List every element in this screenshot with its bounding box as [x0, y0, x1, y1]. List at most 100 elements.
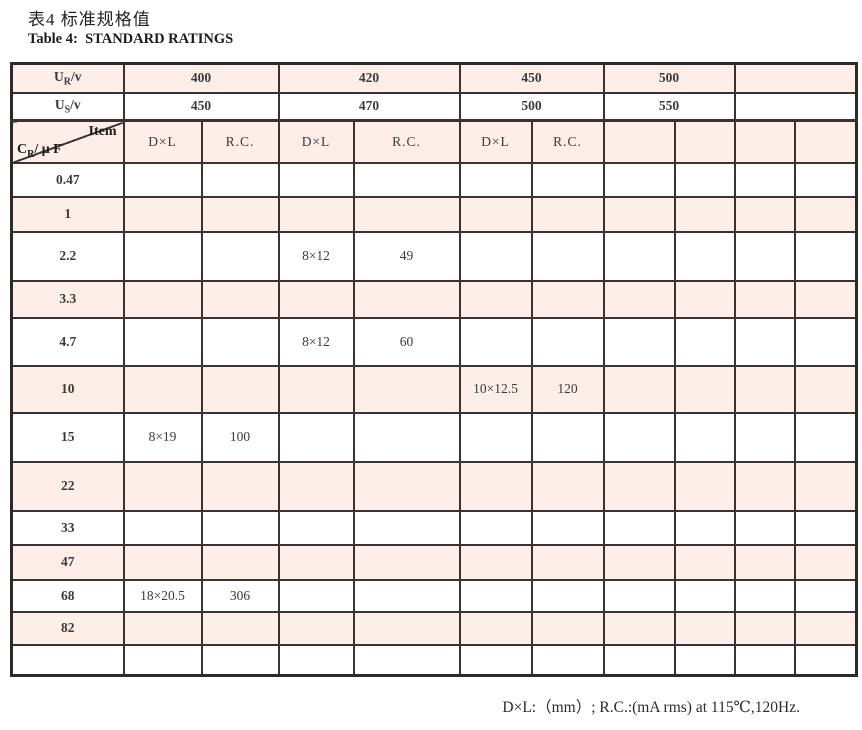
table-row: 4.7 8×12 60 [10, 316, 858, 367]
rating-cell [352, 364, 461, 414]
rating-cell: 120 [530, 364, 605, 414]
rating-cell [122, 509, 203, 546]
capacitance-value-label: 4.7 [10, 316, 125, 367]
rating-cell [458, 230, 533, 282]
capacitance-value-label: 3.3 [10, 279, 125, 319]
rating-cell [733, 279, 796, 319]
rating-cell [530, 460, 605, 512]
table-title-chinese: 表4 标准规格值 [28, 10, 151, 29]
rating-cell [122, 364, 203, 414]
rating-cell [530, 610, 605, 646]
rating-cell [673, 230, 736, 282]
rating-cell [200, 230, 280, 282]
rating-cell [458, 411, 533, 463]
rating-cell [673, 610, 736, 646]
rating-cell [673, 509, 736, 546]
rating-cell [458, 316, 533, 367]
rating-cell [602, 411, 676, 463]
rating-cell [602, 316, 676, 367]
rating-cell [673, 460, 736, 512]
rating-cell [352, 411, 461, 463]
rating-cell [530, 195, 605, 233]
capacitance-value-label: 2.2 [10, 230, 125, 282]
rating-cell: 8×12 [277, 230, 355, 282]
rating-cell [122, 460, 203, 512]
rating-cell [602, 279, 676, 319]
rating-cell [530, 643, 605, 677]
rating-cell [122, 195, 203, 233]
rating-cell [277, 411, 355, 463]
us-value: 550 [602, 91, 736, 122]
table-row: 82 [10, 610, 858, 646]
rating-cell [200, 279, 280, 319]
item-col-header: R.C. [352, 119, 461, 164]
rating-cell [673, 578, 736, 613]
rating-cell [602, 543, 676, 581]
rating-cell [122, 543, 203, 581]
rating-cell [733, 578, 796, 613]
rating-cell [458, 643, 533, 677]
rating-cell [277, 610, 355, 646]
rating-cell [122, 230, 203, 282]
rating-cell [352, 509, 461, 546]
units-footnote: D×L:（mm）; R.C.:(mA rms) at 115℃,120Hz. [502, 699, 800, 716]
rating-cell [733, 195, 796, 233]
rating-cell [673, 279, 736, 319]
capacitance-value-label: 15 [10, 411, 125, 463]
title-block: 表4 标准规格值 Table 4: STANDARD RATINGS [28, 5, 233, 48]
table-row: 1 [10, 195, 858, 233]
ur-value: 400 [122, 62, 280, 94]
rating-cell [793, 460, 858, 512]
rating-cell [458, 460, 533, 512]
item-col-header [602, 119, 676, 164]
table-row: 47 [10, 543, 858, 581]
rating-cell [602, 230, 676, 282]
rating-cell [793, 610, 858, 646]
table-row: 0.47 [10, 161, 858, 198]
item-col-header: D×L [277, 119, 355, 164]
rating-cell [793, 316, 858, 367]
ur-value [733, 62, 858, 94]
rating-cell [200, 195, 280, 233]
rating-cell [733, 643, 796, 677]
rating-cell [793, 411, 858, 463]
rating-cell [733, 460, 796, 512]
us-value [733, 91, 858, 122]
rating-cell [352, 195, 461, 233]
capacitance-value-label: 68 [10, 578, 125, 613]
rating-cell [793, 509, 858, 546]
rating-cell: 18×20.5 [122, 578, 203, 613]
rating-cell [602, 610, 676, 646]
rating-cell [530, 161, 605, 198]
rating-cell [122, 316, 203, 367]
rating-cell [793, 161, 858, 198]
item-col-header [733, 119, 796, 164]
rating-cell [602, 364, 676, 414]
item-col-header [673, 119, 736, 164]
rating-cell [733, 161, 796, 198]
item-header-row: Item CR/ μ F D×L R.C. D×L R.C. D×L R.C. [10, 119, 858, 164]
ur-value: 450 [458, 62, 605, 94]
rating-cell [200, 316, 280, 367]
rating-cell [122, 643, 203, 677]
rating-cell [793, 230, 858, 282]
rating-cell [352, 279, 461, 319]
rating-cell [602, 509, 676, 546]
us-value: 500 [458, 91, 605, 122]
us-label: US/v [10, 91, 125, 122]
rating-cell [458, 610, 533, 646]
us-value: 470 [277, 91, 461, 122]
rating-cell [793, 195, 858, 233]
table-row [10, 643, 858, 677]
rating-cell [122, 279, 203, 319]
rating-cell [673, 411, 736, 463]
rating-cell [602, 161, 676, 198]
rating-cell [673, 195, 736, 233]
rating-cell [352, 643, 461, 677]
rating-cell [352, 543, 461, 581]
rating-cell [733, 316, 796, 367]
table-row: 2.2 8×12 49 [10, 230, 858, 282]
rating-cell: 8×19 [122, 411, 203, 463]
rating-cell [200, 460, 280, 512]
rating-cell [530, 411, 605, 463]
